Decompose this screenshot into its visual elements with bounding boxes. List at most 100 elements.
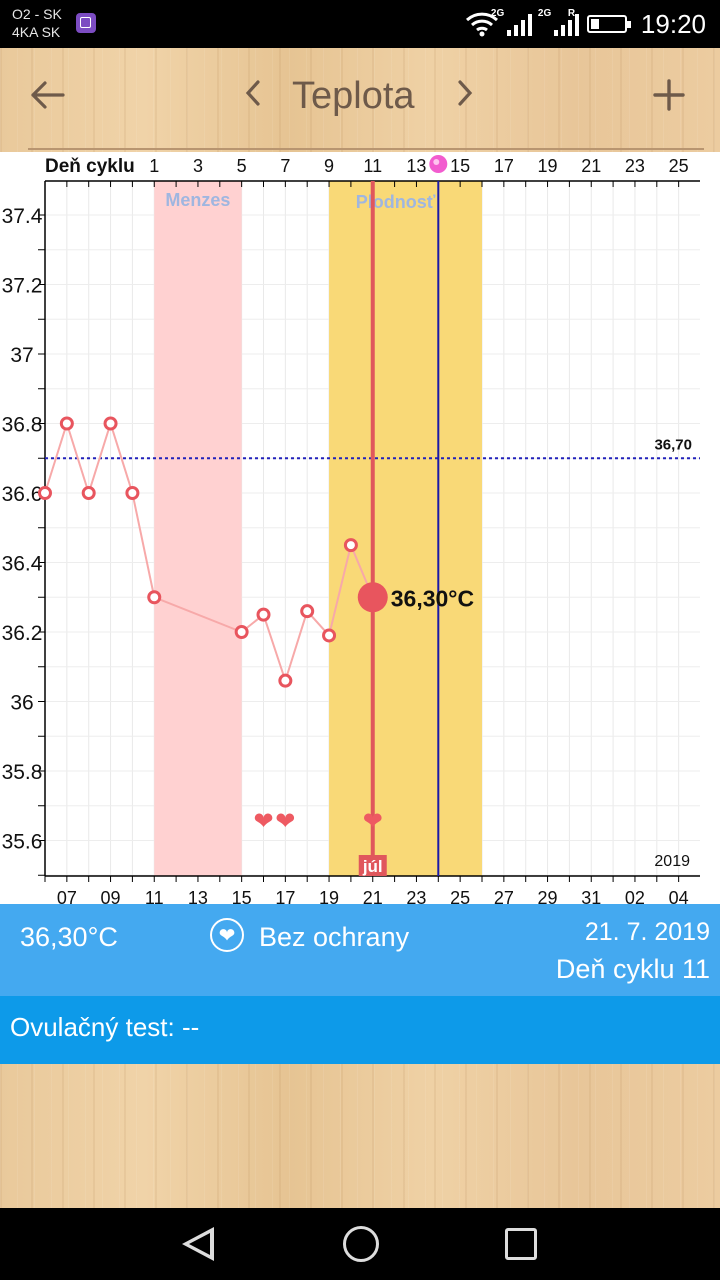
background-wood [0,1064,720,1208]
year-label: 2019 [654,853,690,870]
bottom-tick-label: 19 [319,888,339,904]
top-tick-label: 15 [450,156,470,176]
previous-chart-button[interactable] [243,78,263,114]
add-button[interactable] [652,76,686,120]
status-bar: O2 - SK 4KA SK 2G 2G R 19:20 [0,0,720,48]
menses-label: Menzes [165,190,230,210]
network-type-1: 2G [490,8,505,19]
temperature-chart[interactable]: Menzes Plodnosť 37.4 37.2 37 36.8 36.6 36.4 36.2… [0,152,720,904]
y-tick-label: 37.2 [2,275,43,298]
square-recent-icon[interactable] [505,1228,537,1260]
bottom-tick-label: 17 [275,888,295,904]
y-tick-label: 36.4 [2,553,43,576]
bottom-tick-label: 23 [406,888,426,904]
info-protection: Bez ochrany [259,922,410,952]
temperature-point [81,486,96,500]
top-tick-label: 5 [237,156,247,176]
carrier-line-2: 4KA SK [12,24,61,40]
gallery-icon [76,13,96,33]
y-tick-label: 36.8 [2,414,43,437]
fertility-label: Plodnosť [356,192,436,212]
signal-icon-2: 2G R [538,8,579,36]
roaming-indicator: R [567,8,576,19]
day-info-bar[interactable]: 36,30°C ❤ Bez ochrany 21. 7. 2019 Deň cy… [0,904,720,996]
battery-icon [586,15,631,33]
top-axis-label: Deň cyklu [45,156,135,177]
menses-band [154,181,242,876]
bottom-tick-label: 27 [494,888,514,904]
bottom-tick-label: 25 [450,888,470,904]
temperature-point [278,673,293,688]
bottom-tick-label: 15 [232,888,252,904]
circle-home-icon[interactable] [343,1226,379,1262]
temperature-point [147,590,162,605]
bottom-tick-label: 04 [669,888,689,904]
network-type-2: 2G [537,8,552,19]
top-tick-label: 9 [324,156,334,176]
ovulation-marker-highlight [433,159,440,165]
intercourse-heart-icon: ❤ [253,807,273,835]
temperature-point [234,625,249,639]
bottom-tick-label: 02 [625,888,645,904]
header-divider [28,148,704,150]
bottom-tick-label: 07 [57,888,77,904]
back-button[interactable] [30,79,66,117]
y-tick-label: 35.6 [2,831,43,854]
top-tick-label: 19 [538,156,558,176]
temperature-point [343,538,358,553]
top-tick-label: 3 [193,156,203,176]
info-temperature: 36,30°C [20,922,118,952]
temperature-point [59,416,74,431]
arrow-left-icon [31,81,65,109]
info-date: 21. 7. 2019 [584,918,710,946]
month-tag-bg [358,855,387,876]
temperature-point [322,628,337,643]
temperature-point [103,416,118,431]
y-tick-label: 36.6 [2,483,43,506]
signal-icon-1: 2G [491,8,532,36]
triangle-back-icon[interactable] [182,1227,214,1261]
month-tag-label: júl [362,857,383,876]
carrier-info: O2 - SK 4KA SK [12,5,62,41]
app-header: Teplota [0,48,720,152]
top-tick-label: 23 [625,156,645,176]
chart-canvas[interactable]: Menzes Plodnosť37.437.23736.836.636.436.2… [0,152,720,904]
y-tick-label: 37 [10,344,33,367]
temperature-point [125,486,140,500]
heart-icon: ❤ [210,918,244,952]
ovulation-test-text: Ovulačný test: -- [10,1012,200,1042]
coverline-label: 36,70 [654,436,692,453]
clock: 19:20 [640,8,706,39]
top-tick-label: 21 [581,156,601,176]
bottom-tick-label: 09 [101,888,121,904]
wifi-icon [465,12,498,37]
y-tick-label: 37.4 [2,205,43,228]
ovulation-test-bar[interactable]: Ovulačný test: -- [0,996,720,1064]
intercourse-heart-icon: ❤ [363,807,383,835]
y-tick-label: 36 [10,692,33,715]
navigation-bar [0,1208,720,1280]
bottom-tick-label: 29 [538,888,558,904]
chevron-left-icon [245,80,260,106]
bottom-tick-label: 21 [363,888,383,904]
page-title: Teplota [292,75,415,117]
top-tick-label: 7 [280,156,290,176]
top-tick-label: 17 [494,156,514,176]
temperature-point [300,604,315,619]
status-icons: 2G 2G R 19:20 [465,0,706,48]
carrier-line-1: O2 - SK [12,6,62,22]
bottom-tick-label: 11 [145,888,164,904]
info-cycle-day: Deň cyklu 11 [555,954,710,984]
temperature-point [38,486,52,500]
chevron-right-icon [458,80,473,106]
intercourse-heart-icon: ❤ [275,807,295,835]
selected-point [357,582,388,613]
top-tick-label: 13 [406,156,426,176]
y-tick-label: 36.2 [2,622,43,645]
bottom-tick-label: 13 [188,888,208,904]
next-chart-button[interactable] [455,78,475,114]
plus-icon [653,79,685,111]
top-tick-label: 25 [669,156,689,176]
fertility-band [329,181,482,876]
y-tick-label: 35.8 [2,761,43,784]
